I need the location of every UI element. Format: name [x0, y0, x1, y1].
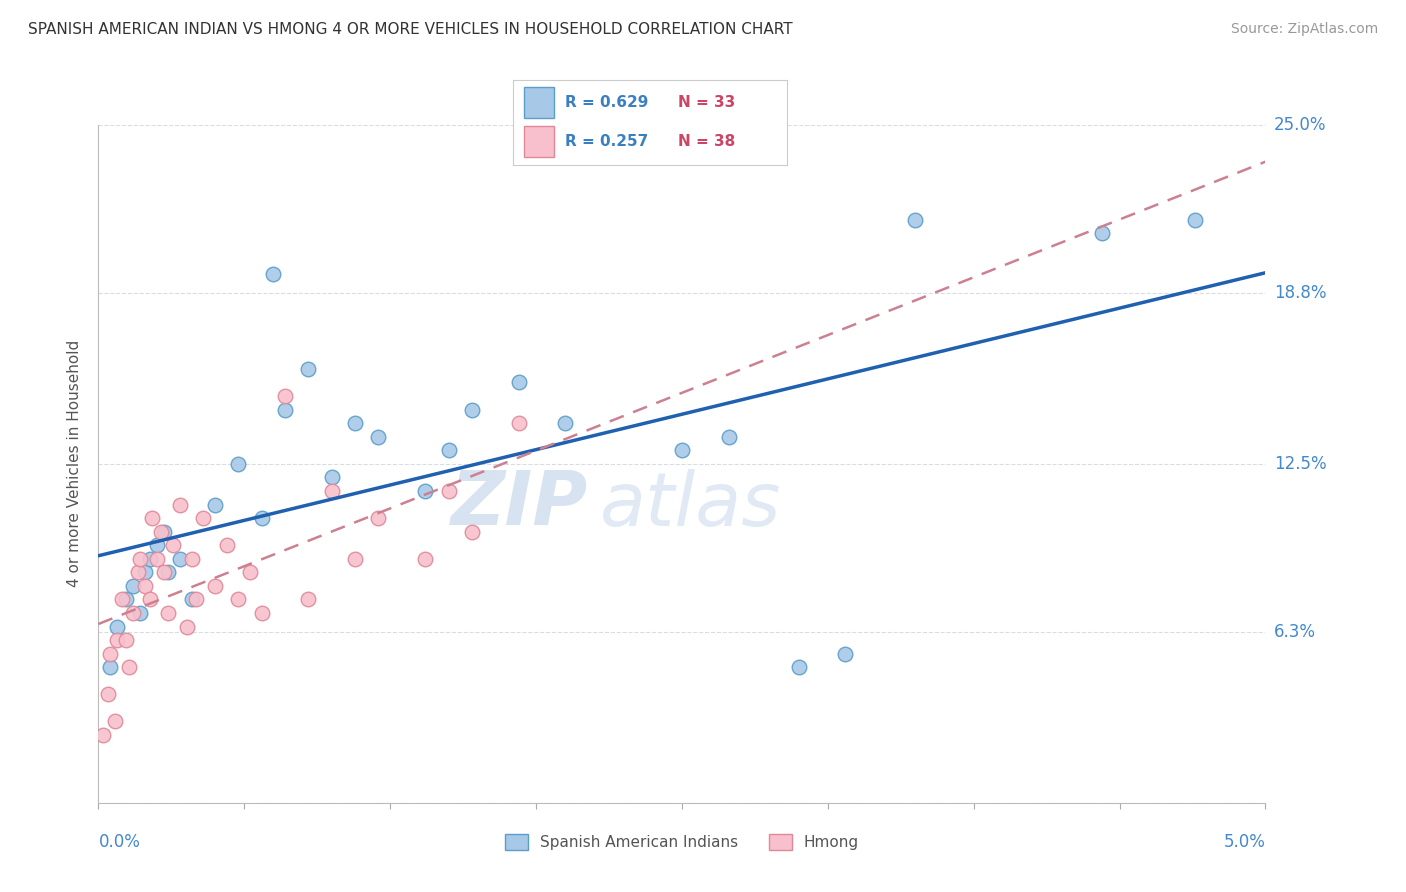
Point — [91, 728, 114, 742]
Text: 0.0%: 0.0% — [98, 833, 141, 851]
Point — [367, 430, 389, 444]
Point — [250, 606, 273, 620]
Point — [297, 362, 319, 376]
Point — [134, 579, 156, 593]
Point — [904, 212, 927, 227]
Point — [554, 416, 576, 430]
Point — [98, 647, 121, 661]
Point — [413, 551, 436, 566]
Point — [180, 592, 202, 607]
Point — [437, 443, 460, 458]
Point — [367, 511, 389, 525]
Point — [141, 511, 163, 525]
Point — [250, 511, 273, 525]
Text: Source: ZipAtlas.com: Source: ZipAtlas.com — [1230, 22, 1378, 37]
Point — [413, 483, 436, 498]
Point — [717, 430, 740, 444]
Point — [262, 267, 284, 281]
Point — [204, 498, 226, 512]
Point — [228, 457, 250, 471]
Point — [1091, 227, 1114, 241]
Point — [139, 551, 162, 566]
Text: ZIP: ZIP — [451, 468, 589, 541]
Point — [176, 619, 198, 633]
Point — [157, 566, 180, 580]
Point — [115, 592, 138, 607]
Text: 18.8%: 18.8% — [1274, 284, 1326, 302]
Point — [671, 443, 693, 458]
Point — [129, 551, 152, 566]
Text: 12.5%: 12.5% — [1274, 455, 1326, 473]
Point — [1184, 212, 1206, 227]
Point — [321, 470, 343, 484]
Text: SPANISH AMERICAN INDIAN VS HMONG 4 OR MORE VEHICLES IN HOUSEHOLD CORRELATION CHA: SPANISH AMERICAN INDIAN VS HMONG 4 OR MO… — [28, 22, 793, 37]
Point — [104, 714, 127, 729]
Text: R = 0.629: R = 0.629 — [565, 95, 648, 110]
Point — [321, 483, 343, 498]
Point — [97, 687, 120, 701]
Point — [157, 606, 180, 620]
Point — [787, 660, 810, 674]
Point — [297, 592, 319, 607]
Point — [274, 389, 297, 403]
Text: N = 33: N = 33 — [678, 95, 735, 110]
Point — [228, 592, 250, 607]
Point — [105, 619, 128, 633]
Point — [105, 633, 128, 648]
Point — [508, 416, 530, 430]
Point — [118, 660, 141, 674]
Y-axis label: 4 or more Vehicles in Household: 4 or more Vehicles in Household — [67, 340, 83, 588]
Point — [344, 551, 367, 566]
Text: atlas: atlas — [600, 468, 782, 541]
Point — [274, 402, 297, 417]
Point — [215, 538, 238, 552]
Text: 6.3%: 6.3% — [1274, 623, 1316, 641]
Point — [437, 483, 460, 498]
Point — [180, 551, 202, 566]
Point — [146, 551, 169, 566]
Point — [139, 592, 162, 607]
Point — [134, 566, 156, 580]
Point — [129, 606, 152, 620]
Point — [122, 606, 145, 620]
Point — [146, 538, 169, 552]
Point — [461, 402, 484, 417]
Point — [127, 566, 149, 580]
Text: 25.0%: 25.0% — [1274, 116, 1326, 134]
Point — [115, 633, 138, 648]
Point — [834, 647, 856, 661]
Point — [152, 566, 174, 580]
Point — [162, 538, 184, 552]
Point — [344, 416, 367, 430]
Point — [239, 566, 262, 580]
Point — [122, 579, 145, 593]
Point — [150, 524, 173, 539]
Legend: Spanish American Indians, Hmong: Spanish American Indians, Hmong — [499, 828, 865, 856]
Text: 5.0%: 5.0% — [1223, 833, 1265, 851]
Point — [169, 551, 191, 566]
Text: R = 0.257: R = 0.257 — [565, 134, 648, 149]
Point — [204, 579, 226, 593]
Bar — [524, 87, 554, 118]
Point — [152, 524, 174, 539]
Point — [193, 511, 215, 525]
Point — [508, 376, 530, 390]
Point — [169, 498, 191, 512]
Point — [186, 592, 208, 607]
Text: N = 38: N = 38 — [678, 134, 735, 149]
Point — [111, 592, 134, 607]
Bar — [524, 126, 554, 157]
Point — [98, 660, 121, 674]
Point — [461, 524, 484, 539]
